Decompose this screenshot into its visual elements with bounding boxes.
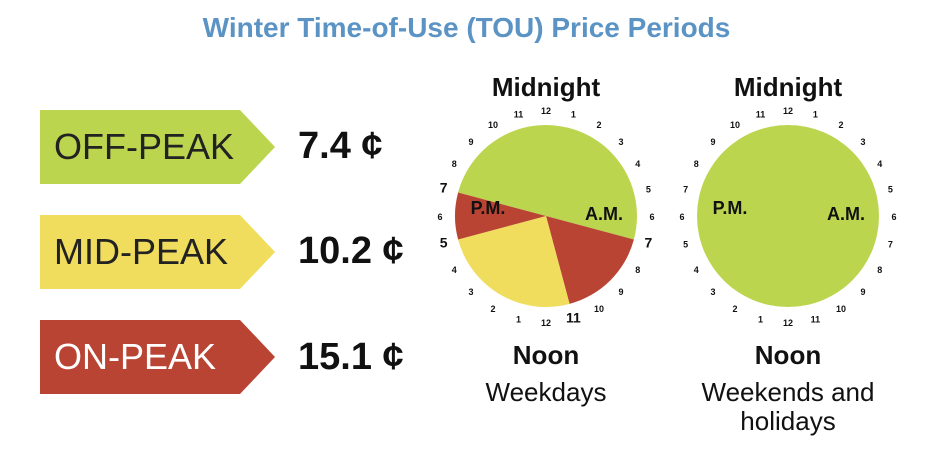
clock-hour-label: 10: [730, 120, 740, 130]
weekend-midnight-label: Midnight: [733, 72, 843, 102]
clock-hour-label: 4: [635, 159, 640, 169]
weekend-caption: Weekends and holidays: [701, 377, 875, 436]
clock-hour-label: 6: [437, 212, 442, 222]
clock-hour-label: 2: [732, 304, 737, 314]
clock-hour-label: 11: [811, 314, 821, 324]
clock-hour-label: 9: [860, 287, 865, 297]
pie-slice-off-peak: [697, 125, 879, 307]
clock-hour-label: 3: [469, 287, 474, 297]
mid-peak-price: 10.2 ¢: [298, 230, 404, 272]
clock-hour-label: 4: [694, 265, 699, 275]
off-peak-tag: OFF-PEAK: [40, 110, 275, 184]
clock-hour-label: 5: [646, 185, 651, 195]
clock-hour-label: 8: [694, 159, 699, 169]
clock-hour-label: 2: [838, 120, 843, 130]
clock-hour-label: 6: [649, 212, 654, 222]
clock-hour-label: 12: [541, 106, 551, 116]
clock-hour-label: 5: [440, 234, 448, 250]
clock-hour-label: 8: [635, 265, 640, 275]
clock-hour-label: 1: [813, 110, 818, 120]
weekday-noon-label: Noon: [512, 340, 580, 370]
clock-hour-label: 10: [594, 304, 604, 314]
clock-hour-label: 3: [711, 287, 716, 297]
clock-hour-label: 6: [891, 212, 896, 222]
on-peak-label: ON-PEAK: [54, 336, 217, 377]
off-peak-price: 7.4 ¢: [298, 125, 383, 167]
clock-hour-label: 5: [888, 185, 893, 195]
clock-hour-label: 9: [711, 137, 716, 147]
pie-slice-on-peak: [546, 216, 634, 304]
clock-hour-label: 2: [596, 120, 601, 130]
clock-hour-label: 7: [644, 234, 652, 250]
am-label: A.M.: [585, 204, 623, 224]
clock-hour-label: 4: [452, 265, 457, 275]
clock-hour-label: 2: [490, 304, 495, 314]
clock-hour-label: 5: [683, 239, 688, 249]
clock-hour-label: 7: [888, 239, 893, 249]
clock-hour-label: 7: [683, 185, 688, 195]
clock-hour-label: 1: [571, 110, 576, 120]
mid-peak-tag: MID-PEAK: [40, 215, 275, 289]
clock-hour-label: 8: [877, 265, 882, 275]
clock-hour-label: 3: [860, 137, 865, 147]
pie-slice-mid-peak: [458, 216, 570, 307]
clock-hour-label: 7: [440, 180, 448, 196]
clock-hour-label: 12: [541, 318, 551, 328]
on-peak-tag: ON-PEAK: [40, 320, 275, 394]
off-peak-label: OFF-PEAK: [54, 126, 235, 167]
mid-peak-label: MID-PEAK: [54, 231, 229, 272]
pie-slice-off-peak: [458, 125, 637, 240]
am-label: A.M.: [827, 204, 865, 224]
clock-hour-label: 9: [618, 287, 623, 297]
on-peak-price: 15.1 ¢: [298, 336, 404, 378]
clock-hour-label: 12: [783, 318, 793, 328]
clock-hour-label: 6: [679, 212, 684, 222]
clock-hour-label: 9: [469, 137, 474, 147]
pm-label: P.M.: [471, 198, 506, 218]
clock-hour-label: 12: [783, 106, 793, 116]
clock-hour-label: 1: [758, 314, 763, 324]
clock-hour-label: 10: [836, 304, 846, 314]
clock-hour-label: 8: [452, 159, 457, 169]
clock-hour-label: 4: [877, 159, 882, 169]
weekend-noon-label: Noon: [754, 340, 822, 370]
clock-hour-label: 11: [756, 110, 766, 120]
clock-hour-label: 3: [618, 137, 623, 147]
clock-hour-label: 11: [566, 309, 581, 325]
pm-label: P.M.: [713, 198, 748, 218]
clock-hour-label: 1: [516, 314, 521, 324]
clock-hour-label: 10: [488, 120, 498, 130]
pie-slice-on-peak: [455, 192, 546, 240]
weekday-caption: Weekdays: [485, 377, 607, 407]
page-title: Winter Time-of-Use (TOU) Price Periods: [202, 12, 731, 43]
clock-hour-label: 11: [514, 110, 524, 120]
weekday-midnight-label: Midnight: [491, 72, 601, 102]
